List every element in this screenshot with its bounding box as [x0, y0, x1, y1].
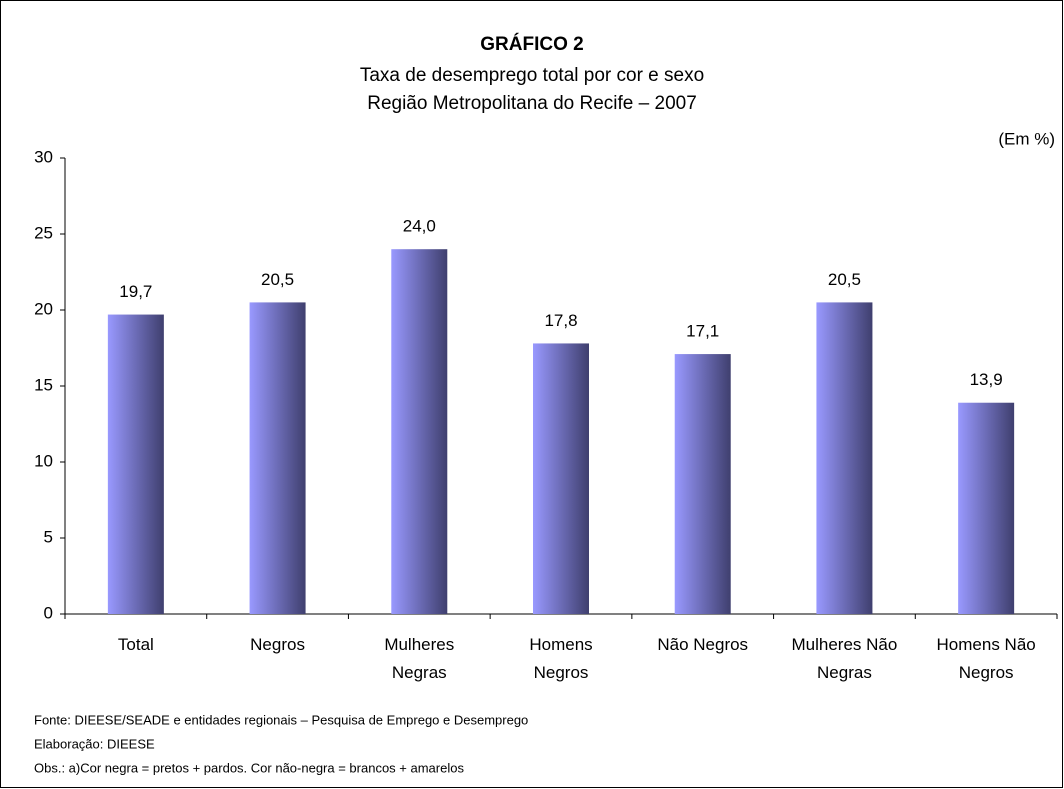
y-tick-label: 15	[34, 375, 53, 394]
value-label: 17,8	[544, 311, 577, 330]
y-tick-label: 20	[34, 299, 53, 318]
value-label: 20,5	[261, 270, 294, 289]
value-label: 19,7	[119, 282, 152, 301]
bar	[249, 302, 306, 614]
y-tick-label: 30	[34, 147, 53, 166]
bar	[816, 302, 873, 614]
bar	[674, 354, 731, 614]
chart-title: GRÁFICO 2	[480, 33, 583, 55]
footnote: Elaboração: DIEESE	[34, 736, 155, 751]
value-label: 24,0	[403, 217, 436, 236]
x-tick-label: Negros	[250, 635, 305, 654]
chart-subtitle: Região Metropolitana do Recife – 2007	[367, 93, 697, 114]
y-tick-label: 10	[34, 451, 53, 470]
value-label: 17,1	[686, 322, 719, 341]
y-tick-label: 5	[44, 527, 53, 546]
x-tick-label: Homens Não Negros	[937, 635, 1036, 682]
footnote: Fonte: DIEESE/SEADE e entidades regionai…	[34, 712, 528, 727]
x-tick-label: Mulheres Negras	[384, 635, 454, 682]
x-tick-label: Não Negros	[657, 635, 748, 654]
x-tick-label: Mulheres Não Negras	[792, 635, 898, 682]
bar	[107, 314, 164, 614]
footnote: Obs.: a)Cor negra = pretos + pardos. Cor…	[34, 760, 464, 775]
y-tick-label: 0	[44, 603, 53, 622]
chart-subtitle: Taxa de desemprego total por cor e sexo	[360, 65, 704, 86]
bar	[391, 249, 448, 614]
y-tick-label: 25	[34, 223, 53, 242]
value-label: 13,9	[970, 370, 1003, 389]
x-tick-label: Total	[118, 635, 154, 654]
bar	[958, 402, 1015, 614]
bar	[533, 343, 589, 614]
value-label: 20,5	[828, 270, 861, 289]
unit-label: (Em %)	[998, 129, 1055, 148]
x-tick-label: Homens Negros	[529, 635, 592, 682]
